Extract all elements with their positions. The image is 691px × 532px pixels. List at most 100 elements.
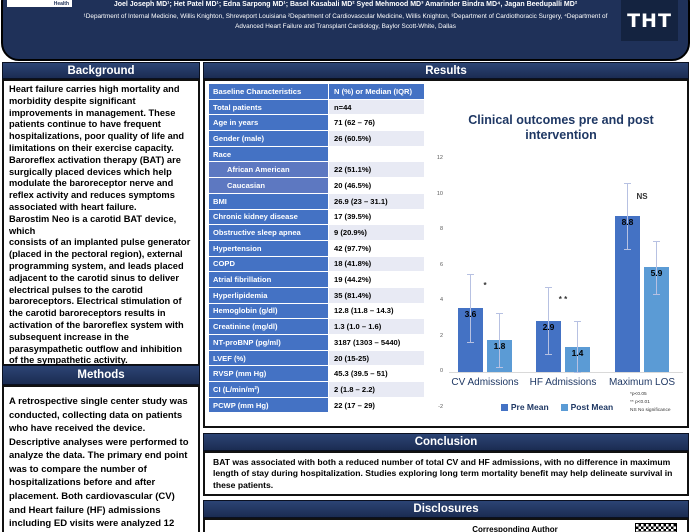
table-header-row: Baseline Characteristics N (%) or Median… <box>209 84 425 100</box>
table-row: Age in years 71 (62 – 76) <box>209 115 425 132</box>
legend-swatch <box>500 403 508 411</box>
table-row-value: 3187 (1303 – 5440) <box>329 335 425 351</box>
table-row: Atrial fibrillation 19 (44.2%) <box>209 272 425 288</box>
table-row: Obstructive sleep apnea 9 (20.9%) <box>209 225 425 241</box>
bar-value-label: 5.9 <box>650 268 663 279</box>
table-row-label: BMI <box>209 193 329 210</box>
category-label: HF Admissions <box>529 377 597 388</box>
table-row-value: 2 (1.8 – 2.2) <box>329 382 425 398</box>
chart-footnotes: *p<0.05 ** p<0.01 NS No significance <box>630 392 671 414</box>
error-bar <box>499 313 500 367</box>
table-row-value: 12.8 (11.8 – 14.3) <box>329 303 425 320</box>
table-row: Gender (male) 26 (60.5%) <box>209 131 425 147</box>
table-row-label: Hyperlipidemia <box>209 287 329 304</box>
banner: Retrospective analysis Joel Joseph MD¹; … <box>1 0 690 61</box>
error-bar <box>577 321 578 372</box>
table-row-value: 22 (17 – 29) <box>329 397 425 414</box>
bar-value-label: 1.8 <box>493 341 506 352</box>
legend-item: Post Mean <box>560 402 614 412</box>
table-row-label: NT-proBNP (pg/ml) <box>209 335 329 351</box>
y-axis-tick: 6 <box>439 261 443 268</box>
table-row-label: African American <box>209 162 329 179</box>
results-panel: Baseline Characteristics N (%) or Median… <box>203 79 689 428</box>
legend-label: Post Mean <box>570 402 614 412</box>
error-bar-cap <box>624 248 631 250</box>
disclosures-title: Disclosures <box>413 503 479 515</box>
x-axis-line <box>449 372 683 373</box>
disclosures-panel: Corresponding Author <box>203 518 689 532</box>
methods-panel: A retrospective single center study was … <box>2 385 200 532</box>
error-bar-cap <box>574 321 581 323</box>
table-row-label: Age in years <box>209 115 329 132</box>
error-bar-cap <box>574 372 581 373</box>
results-title: Results <box>425 64 467 77</box>
error-bar-cap <box>467 274 474 276</box>
table-row: African American 22 (51.1%) <box>209 162 425 179</box>
y-axis-tick: 0 <box>439 368 443 374</box>
y-axis-tick: 2 <box>439 332 443 339</box>
tht-logo: THT <box>621 0 678 41</box>
bar-value-label: 3.6 <box>464 309 477 320</box>
table-row: Race <box>209 146 425 163</box>
table-row: NT-proBNP (pg/ml) 3187 (1303 – 5440) <box>209 335 425 351</box>
table-row-label: Race <box>209 146 329 163</box>
affiliations-line: ¹Department of Internal Medicine, Willis… <box>83 13 608 31</box>
table-row-label: Atrial fibrillation <box>209 272 329 288</box>
category-label: CV Admissions <box>451 377 519 388</box>
background-title: Background <box>67 64 135 77</box>
table-row-value: 42 (97.7%) <box>329 240 425 257</box>
chart-title: Clinical outcomes pre and post intervent… <box>468 113 654 142</box>
table-row: Hemoglobin (g/dl) 12.8 (11.8 – 14.3) <box>209 303 425 320</box>
table-row-value: n=44 <box>329 99 425 116</box>
error-bar <box>627 182 628 249</box>
table-row-label: COPD <box>209 256 329 273</box>
table-row: COPD 18 (41.8%) <box>209 256 425 273</box>
error-bar <box>548 286 549 355</box>
error-bar-cap <box>545 286 552 288</box>
institution-logo-text: Health <box>53 1 69 7</box>
table-row: Hyperlipidemia 35 (81.4%) <box>209 287 425 304</box>
error-bar-cap <box>545 354 552 356</box>
background-panel: Heart failure carries high mortality and… <box>2 79 200 366</box>
table-row-label: Chronic kidney disease <box>209 209 329 226</box>
table-row: Chronic kidney disease 17 (39.5%) <box>209 209 425 226</box>
institution-logo: Health <box>7 0 72 7</box>
bar-value-label: 2.9 <box>542 321 555 332</box>
significance-marker: * * <box>558 295 568 305</box>
baseline-table-body: Total patients n=44 Age in years 71 (62 – 7… <box>209 99 425 414</box>
error-bar <box>470 274 471 342</box>
error-bar-cap <box>653 293 660 295</box>
table-row: Total patients n=44 <box>209 99 425 116</box>
significance-marker: * <box>483 281 487 291</box>
baseline-characteristics-table: Baseline Characteristics N (%) or Median… <box>209 84 425 414</box>
legend-item: Pre Mean <box>500 402 549 412</box>
y-axis-tick: 8 <box>439 226 443 232</box>
table-row-value: 22 (51.1%) <box>329 162 425 179</box>
conclusion-title: Conclusion <box>414 436 478 448</box>
methods-section-header: Methods <box>2 365 200 385</box>
conclusion-panel: BAT was associated with both a reduced n… <box>203 451 689 496</box>
table-row-value: 26.9 (23 – 31.1) <box>329 193 425 210</box>
table-row-value: 26 (60.5%) <box>329 131 425 147</box>
qr-code <box>635 523 677 532</box>
background-section-header: Background <box>2 62 200 79</box>
error-bar-cap <box>496 366 503 368</box>
table-row-label: Hypertension <box>209 240 329 257</box>
table-row-value: 35 (81.4%) <box>329 287 425 304</box>
legend-swatch <box>560 403 568 411</box>
table-row: Caucasian 20 (46.5%) <box>209 178 425 194</box>
y-axis-tick: 12 <box>436 155 443 161</box>
category-label: Maximum LOS <box>608 377 676 388</box>
methods-body: A retrospective single center study was … <box>9 396 189 532</box>
table-header-col2: N (%) or Median (IQR) <box>329 84 425 100</box>
table-row-label: Creatinine (mg/dl) <box>209 319 329 335</box>
table-row: RVSP (mm Hg) 45.3 (39.5 – 51) <box>209 366 425 383</box>
table-row-label: PCWP (mm Hg) <box>209 397 329 414</box>
table-row-value: 17 (39.5%) <box>329 209 425 226</box>
table-row-value: 71 (62 – 76) <box>329 115 425 132</box>
methods-title: Methods <box>77 369 125 381</box>
table-row-label: Obstructive sleep apnea <box>209 225 329 241</box>
error-bar-cap <box>467 341 474 343</box>
disclosures-section-header: Disclosures <box>203 500 689 518</box>
